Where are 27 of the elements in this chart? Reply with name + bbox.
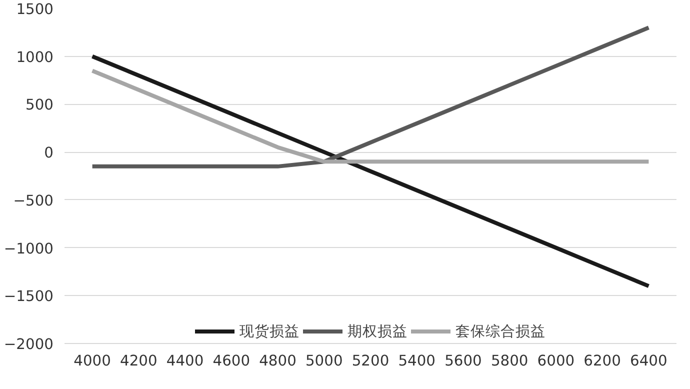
x-tick-label: 6200 [584, 352, 621, 370]
x-tick-label: 5000 [305, 352, 343, 370]
x-tick-label: 6400 [630, 352, 668, 370]
line-series [90, 54, 651, 288]
line-series [90, 26, 651, 168]
legend-label: 套保综合损益 [456, 322, 546, 340]
y-tick-label: 0 [44, 144, 54, 162]
y-tick-label: 1000 [16, 48, 54, 66]
y-tick-label: 1500 [16, 1, 54, 18]
x-tick-label: 4800 [259, 352, 296, 370]
y-tick-label: −1500 [4, 288, 54, 306]
y-tick-label: 500 [26, 96, 54, 114]
legend-label: 期权损益 [348, 322, 408, 340]
x-tick-label: 4000 [74, 352, 111, 370]
x-tick-label: 5800 [490, 352, 528, 370]
x-tick-label: 4400 [166, 352, 204, 370]
y-tick-label: −500 [13, 192, 54, 210]
x-tick-label: 6000 [537, 352, 575, 370]
x-tick-label: 5600 [444, 352, 482, 370]
x-tick-label: 5400 [398, 352, 436, 370]
legend-label: 现货损益 [240, 322, 300, 340]
y-tick-label: −1000 [4, 240, 54, 258]
line-series [90, 68, 651, 164]
y-tick-label: −2000 [4, 336, 54, 353]
x-tick-label: 4200 [120, 352, 158, 370]
x-tick-label: 5200 [352, 352, 390, 370]
x-tick-label: 4600 [212, 352, 250, 370]
